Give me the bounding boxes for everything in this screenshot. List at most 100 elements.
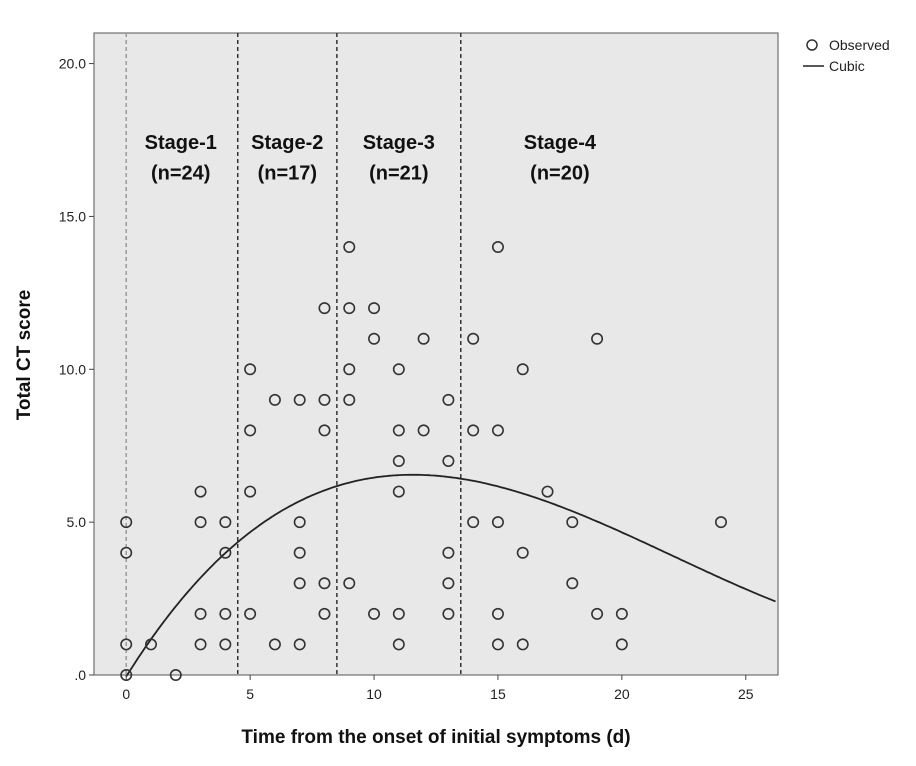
data-point: [615, 607, 628, 620]
data-point: [615, 638, 628, 651]
data-point: [491, 516, 504, 529]
data-point: [145, 638, 158, 651]
y-tick-label: 15.0: [59, 208, 86, 224]
data-point: [318, 424, 331, 437]
data-point: [591, 607, 604, 620]
data-point: [194, 638, 207, 651]
data-point: [541, 485, 554, 498]
data-point: [368, 607, 381, 620]
x-tick-label: 0: [122, 686, 130, 702]
legend-cubic-label: Cubic: [829, 58, 865, 74]
stage-label-3: Stage-3: [363, 132, 435, 154]
data-point: [516, 363, 529, 376]
data-point: [392, 424, 405, 437]
data-point: [120, 638, 133, 651]
data-point: [219, 607, 232, 620]
data-point: [268, 638, 281, 651]
data-point: [442, 607, 455, 620]
stage-count-2: (n=17): [258, 163, 317, 185]
data-point: [442, 454, 455, 467]
y-tick-label: 10.0: [59, 361, 86, 377]
data-point: [467, 516, 480, 529]
stage-label-1: Stage-1: [145, 132, 217, 154]
data-point: [368, 332, 381, 345]
legend-observed-label: Observed: [829, 37, 890, 53]
data-point: [268, 393, 281, 406]
data-point: [293, 546, 306, 559]
stage-label-2: Stage-2: [251, 132, 323, 154]
data-point: [194, 516, 207, 529]
data-point: [318, 393, 331, 406]
data-point: [491, 638, 504, 651]
data-point: [244, 607, 257, 620]
data-point: [343, 393, 356, 406]
data-point: [318, 302, 331, 315]
data-point: [120, 546, 133, 559]
x-axis: 0 5 10 15 20 25: [122, 675, 754, 702]
data-point: [194, 485, 207, 498]
data-point: [318, 607, 331, 620]
data-point: [343, 302, 356, 315]
legend-observed-marker: [806, 39, 818, 51]
x-tick-label: 20: [614, 686, 630, 702]
data-point: [516, 638, 529, 651]
data-point: [392, 638, 405, 651]
data-point: [392, 607, 405, 620]
data-point: [343, 241, 356, 254]
data-point: [442, 546, 455, 559]
data-point: [442, 393, 455, 406]
observed-points: [120, 241, 727, 681]
x-tick-label: 5: [246, 686, 254, 702]
data-point: [293, 516, 306, 529]
data-point: [293, 577, 306, 590]
y-tick-label: 5.0: [67, 514, 87, 530]
data-point: [392, 363, 405, 376]
data-point: [467, 424, 480, 437]
y-axis-title: Total CT score: [14, 290, 35, 421]
data-point: [392, 454, 405, 467]
data-point: [244, 485, 257, 498]
data-point: [293, 393, 306, 406]
data-point: [293, 638, 306, 651]
data-point: [244, 424, 257, 437]
y-axis: .0 5.0 10.0 15.0 20.0: [59, 56, 94, 683]
data-point: [343, 577, 356, 590]
data-point: [714, 516, 727, 529]
data-point: [343, 363, 356, 376]
x-tick-label: 10: [366, 686, 382, 702]
data-point: [194, 607, 207, 620]
x-tick-label: 25: [738, 686, 754, 702]
x-axis-title: Time from the onset of initial symptoms …: [241, 727, 630, 748]
data-point: [566, 516, 579, 529]
data-point: [591, 332, 604, 345]
data-point: [442, 577, 455, 590]
data-point: [491, 241, 504, 254]
cubic-curve: [125, 473, 776, 677]
stage-count-1: (n=24): [151, 163, 210, 185]
data-point: [244, 363, 257, 376]
legend: Observed Cubic: [803, 37, 890, 74]
data-point: [566, 577, 579, 590]
stage-count-4: (n=20): [530, 163, 589, 185]
data-point: [368, 302, 381, 315]
stage-labels: Stage-1 (n=24) Stage-2 (n=17) Stage-3 (n=21) S…: [145, 132, 597, 185]
data-point: [392, 485, 405, 498]
data-point: [219, 516, 232, 529]
stage-label-4: Stage-4: [524, 132, 597, 154]
x-tick-label: 15: [490, 686, 506, 702]
data-point: [491, 424, 504, 437]
data-point: [318, 577, 331, 590]
data-point: [219, 546, 232, 559]
stage-boundaries: [125, 33, 462, 675]
data-point: [169, 668, 182, 681]
plot-area: [93, 32, 779, 676]
data-point: [467, 332, 480, 345]
data-point: [417, 424, 430, 437]
data-point: [120, 668, 133, 681]
y-tick-label: .0: [74, 667, 86, 683]
data-point: [417, 332, 430, 345]
cubic-fit: [125, 473, 776, 677]
stage-count-3: (n=21): [369, 163, 428, 185]
